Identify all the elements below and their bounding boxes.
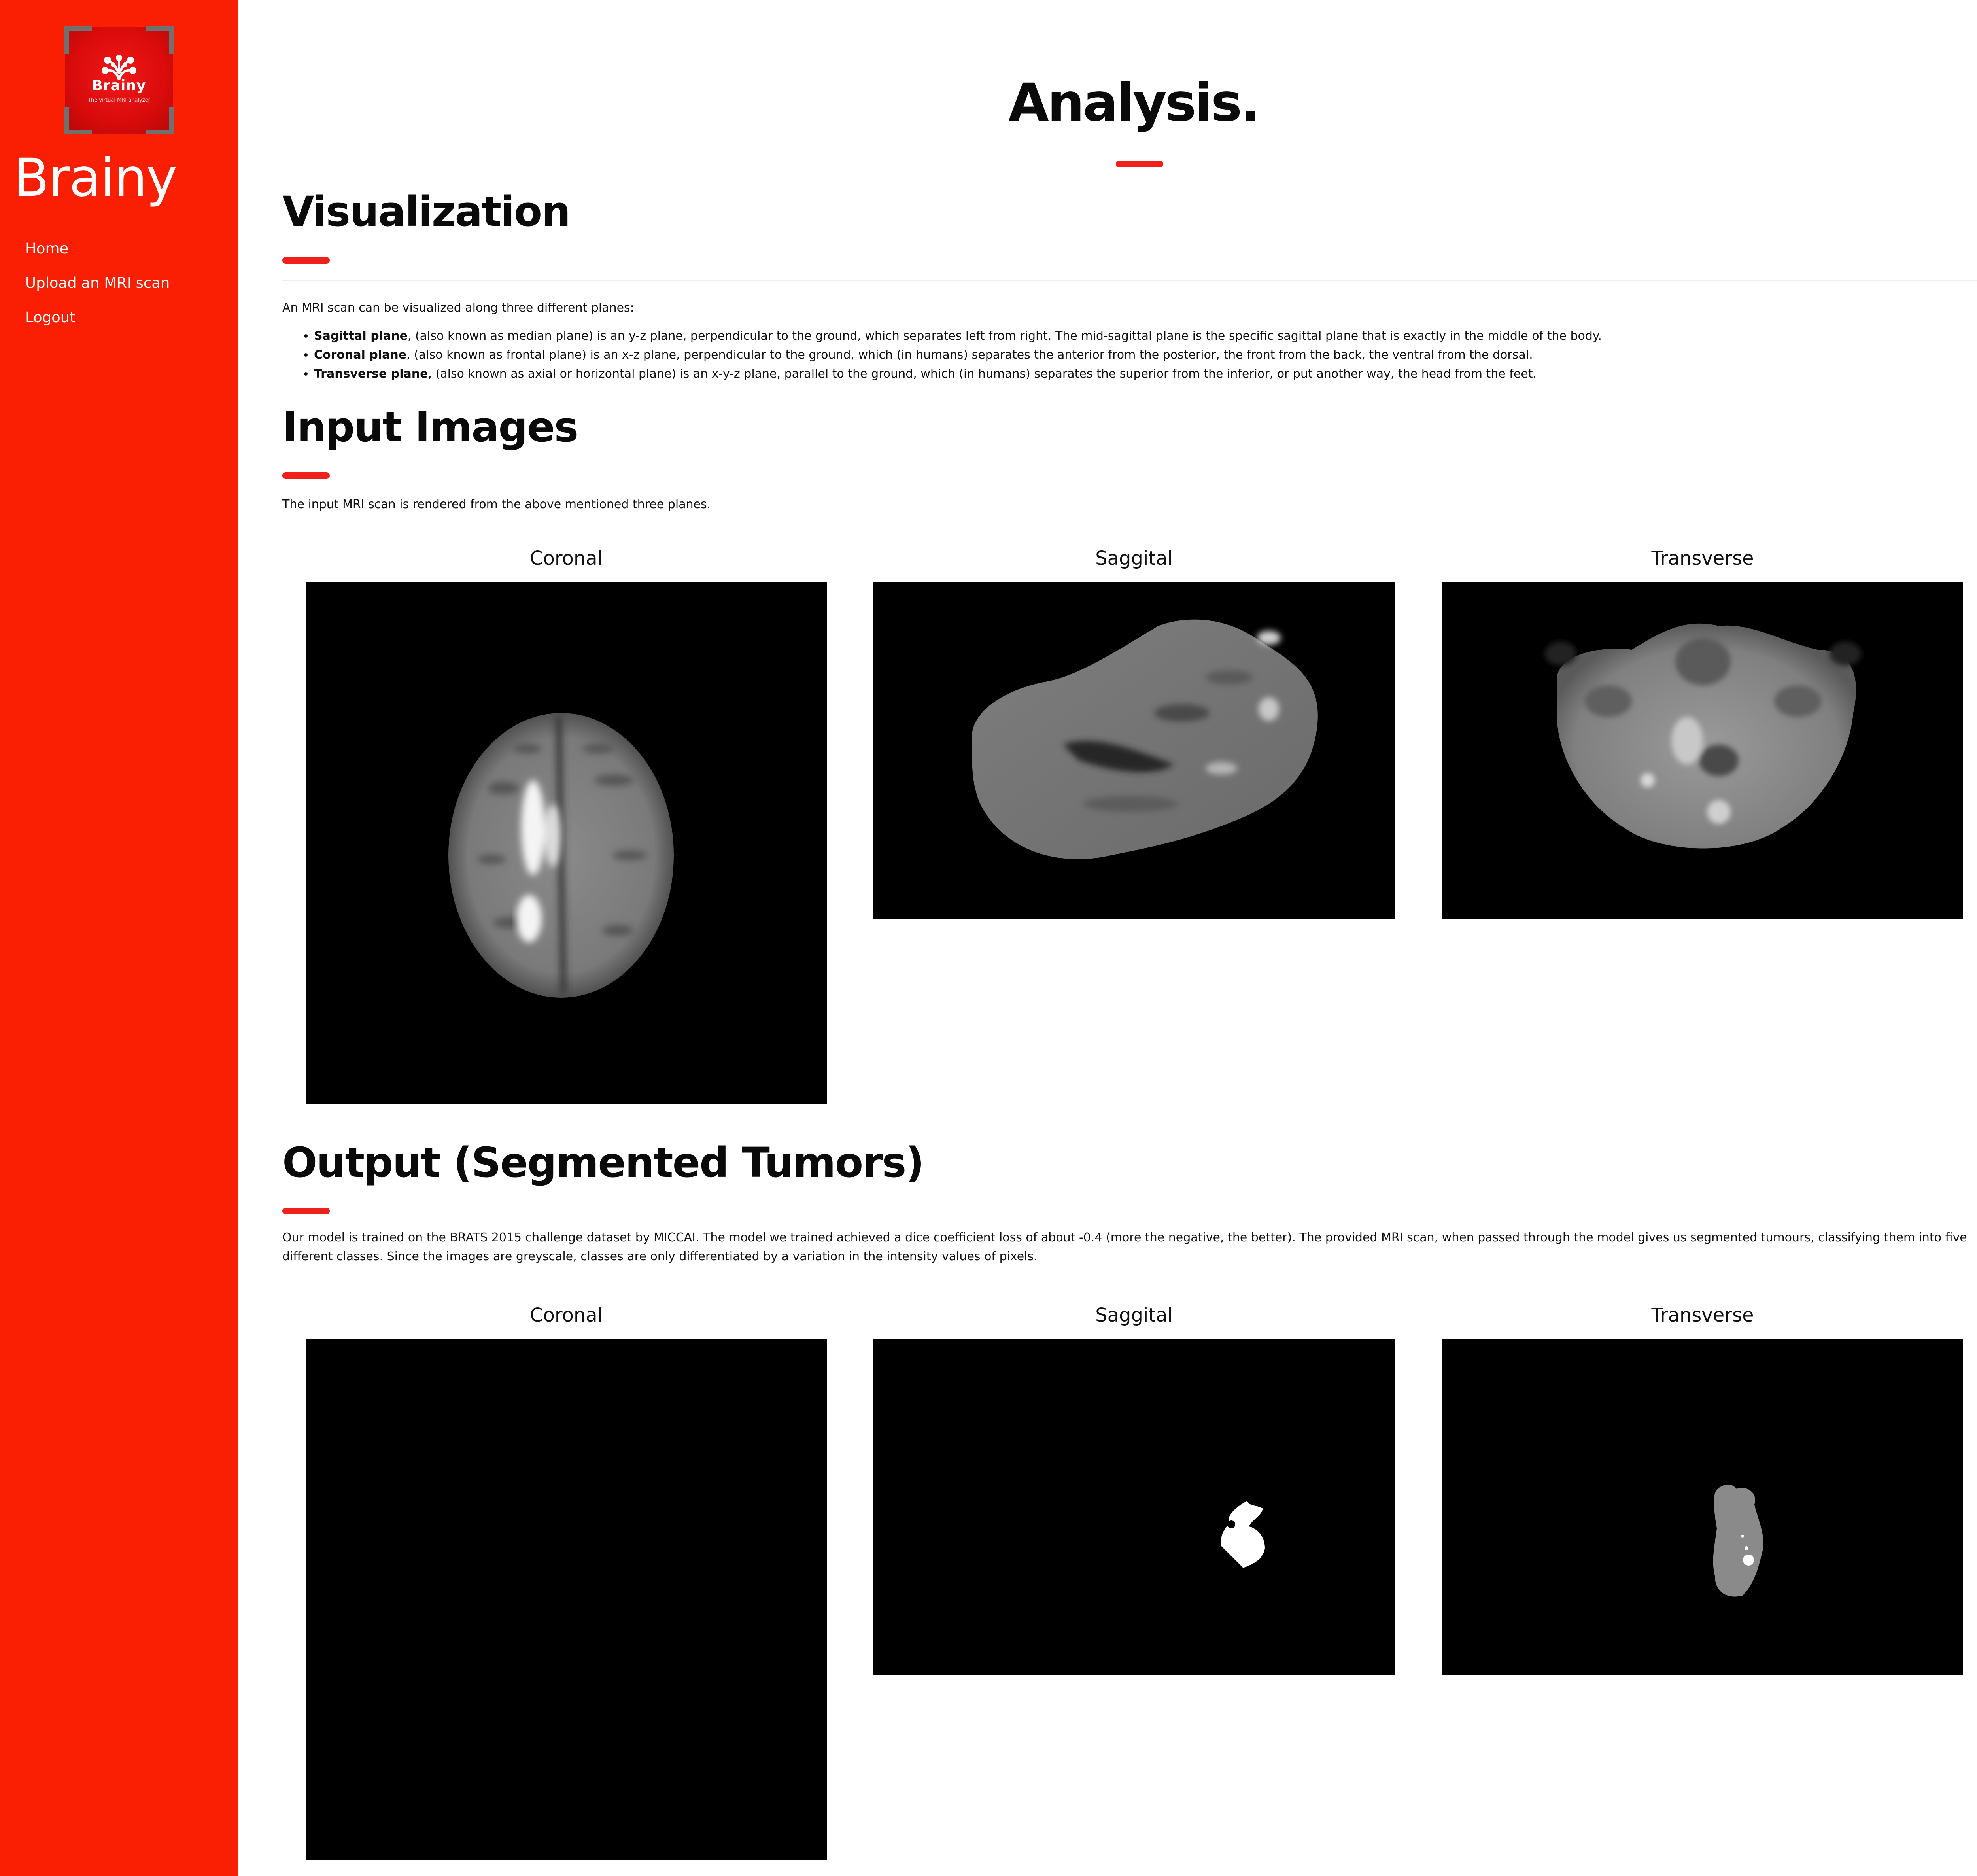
mri-input-saggital-image (873, 582, 1395, 919)
segmented-transverse-image (1442, 1339, 1963, 1675)
mri-input-transverse-image (1442, 582, 1963, 919)
tumor-mask-graphic (1221, 1501, 1265, 1568)
plane-term: Sagittal plane (314, 329, 408, 343)
sidebar-nav: Home Upload an MRI scan Logout (25, 231, 170, 335)
segmented-coronal-image (306, 1339, 827, 1860)
brain-scan-graphic (448, 713, 674, 998)
section-underline (282, 472, 330, 479)
plane-description: , (also known as median plane) is an y-z… (407, 329, 1602, 343)
section-underline (282, 257, 330, 264)
logo-tagline: The virtual MRI analyzer (88, 97, 150, 103)
page-title: Analysis. (1008, 72, 1260, 133)
figure-label-saggital: Saggital (1095, 547, 1173, 569)
section-underline (282, 1208, 330, 1214)
plane-term: Coronal plane (314, 348, 407, 362)
figure-label-transverse: Transverse (1651, 547, 1754, 569)
list-item-sagittal: Sagittal plane, (also known as median pl… (314, 327, 1977, 346)
logo-corner-bracket (146, 26, 174, 54)
plane-description: , (also known as frontal plane) is an x-… (406, 348, 1533, 362)
segmented-saggital-image (873, 1339, 1395, 1675)
list-item-coronal: Coronal plane, (also known as frontal pl… (314, 346, 1977, 365)
nav-item-logout[interactable]: Logout (25, 309, 76, 326)
brain-scan-graphic (972, 619, 1318, 859)
mri-input-coronal-image (306, 582, 827, 1104)
output-description: Our model is trained on the BRATS 2015 c… (282, 1231, 1967, 1263)
section-title-output: Output (Segmented Tumors) (282, 1138, 924, 1187)
section-title-input-images: Input Images (282, 403, 578, 451)
plane-description: , (also known as axial or horizontal pla… (428, 367, 1537, 381)
figure-label-coronal: Coronal (529, 547, 603, 569)
section-divider (282, 280, 1977, 281)
sidebar: Brainy The virtual MRI analyzer Brainy H… (0, 0, 238, 1876)
brand-name[interactable]: Brainy (13, 148, 177, 208)
list-item-transverse: Transverse plane, (also known as axial o… (314, 365, 1977, 384)
title-underline (1116, 161, 1163, 167)
visualization-intro: An MRI scan can be visualized along thre… (282, 301, 634, 315)
nav-item-home[interactable]: Home (25, 240, 69, 257)
brain-scan-graphic (1545, 623, 1861, 849)
planes-list: Sagittal plane, (also known as median pl… (282, 327, 1977, 384)
tumor-mask-graphic (1713, 1485, 1763, 1597)
logo-corner-bracket (64, 26, 92, 54)
logo-corner-bracket (64, 107, 92, 134)
logo-name: Brainy (92, 78, 146, 94)
section-title-visualization: Visualization (282, 187, 571, 236)
figure-label-transverse: Transverse (1651, 1304, 1754, 1326)
brainy-logo[interactable]: Brainy The virtual MRI analyzer (64, 26, 174, 134)
logo-corner-bracket (146, 107, 174, 134)
nav-item-upload-mri-scan[interactable]: Upload an MRI scan (25, 274, 170, 291)
figure-label-coronal: Coronal (529, 1304, 603, 1326)
input-images-description: The input MRI scan is rendered from the … (282, 497, 711, 511)
figure-label-saggital: Saggital (1095, 1304, 1173, 1326)
brain-icon (102, 55, 136, 80)
plane-term: Transverse plane (314, 367, 428, 381)
